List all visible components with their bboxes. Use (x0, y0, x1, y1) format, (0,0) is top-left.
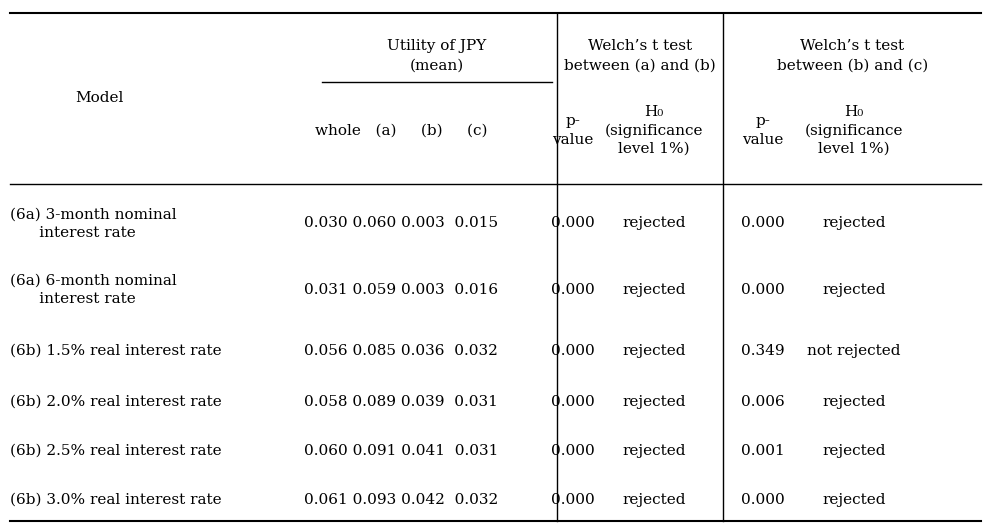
Text: 0.000: 0.000 (741, 217, 785, 230)
Text: (6b) 2.0% real interest rate: (6b) 2.0% real interest rate (10, 395, 222, 409)
Text: rejected: rejected (823, 444, 886, 458)
Text: 0.001: 0.001 (741, 444, 785, 458)
Text: whole   (a)     (b)     (c): whole (a) (b) (c) (315, 123, 488, 137)
Text: 0.060 0.091 0.041  0.031: 0.060 0.091 0.041 0.031 (304, 444, 498, 458)
Text: Welch’s t test
between (b) and (c): Welch’s t test between (b) and (c) (777, 39, 928, 72)
Text: (6b) 2.5% real interest rate: (6b) 2.5% real interest rate (10, 444, 222, 458)
Text: 0.030 0.060 0.003  0.015: 0.030 0.060 0.003 0.015 (304, 217, 498, 230)
Text: 0.031 0.059 0.003  0.016: 0.031 0.059 0.003 0.016 (304, 283, 498, 297)
Text: 0.061 0.093 0.042  0.032: 0.061 0.093 0.042 0.032 (304, 493, 498, 507)
Text: 0.006: 0.006 (741, 395, 785, 409)
Text: rejected: rejected (622, 217, 686, 230)
Text: Model: Model (75, 92, 123, 105)
Text: 0.056 0.085 0.036  0.032: 0.056 0.085 0.036 0.032 (304, 344, 498, 358)
Text: 0.000: 0.000 (551, 444, 595, 458)
Text: (6a) 3-month nominal
      interest rate: (6a) 3-month nominal interest rate (10, 207, 176, 239)
Text: rejected: rejected (823, 493, 886, 507)
Text: 0.058 0.089 0.039  0.031: 0.058 0.089 0.039 0.031 (304, 395, 498, 409)
Text: rejected: rejected (622, 283, 686, 297)
Text: (6a) 6-month nominal
      interest rate: (6a) 6-month nominal interest rate (10, 274, 176, 306)
Text: 0.000: 0.000 (741, 493, 785, 507)
Text: 0.000: 0.000 (551, 344, 595, 358)
Text: Welch’s t test
between (a) and (b): Welch’s t test between (a) and (b) (564, 39, 716, 72)
Text: 0.000: 0.000 (551, 395, 595, 409)
Text: p-
value: p- value (552, 114, 594, 146)
Text: rejected: rejected (622, 493, 686, 507)
Text: p-
value: p- value (742, 114, 784, 146)
Text: 0.349: 0.349 (741, 344, 785, 358)
Text: (6b) 1.5% real interest rate: (6b) 1.5% real interest rate (10, 344, 222, 358)
Text: 0.000: 0.000 (551, 493, 595, 507)
Text: rejected: rejected (823, 217, 886, 230)
Text: H₀
(significance
level 1%): H₀ (significance level 1%) (605, 105, 704, 156)
Text: Utility of JPY
(mean): Utility of JPY (mean) (387, 39, 487, 72)
Text: 0.000: 0.000 (551, 217, 595, 230)
Text: rejected: rejected (823, 395, 886, 409)
Text: H₀
(significance
level 1%): H₀ (significance level 1%) (805, 105, 904, 156)
Text: 0.000: 0.000 (551, 283, 595, 297)
Text: 0.000: 0.000 (741, 283, 785, 297)
Text: rejected: rejected (622, 444, 686, 458)
Text: rejected: rejected (823, 283, 886, 297)
Text: rejected: rejected (622, 395, 686, 409)
Text: (6b) 3.0% real interest rate: (6b) 3.0% real interest rate (10, 493, 222, 507)
Text: not rejected: not rejected (808, 344, 901, 358)
Text: rejected: rejected (622, 344, 686, 358)
